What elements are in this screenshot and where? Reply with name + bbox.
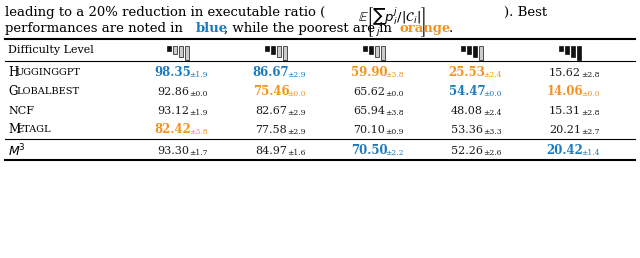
Text: 54.47: 54.47 xyxy=(449,85,485,98)
Text: 65.62: 65.62 xyxy=(353,87,385,97)
Text: 52.26: 52.26 xyxy=(451,146,483,156)
Text: 53.36: 53.36 xyxy=(451,125,483,135)
Text: ±1.6: ±1.6 xyxy=(287,149,305,157)
Bar xyxy=(577,46,581,60)
Bar xyxy=(265,46,269,51)
Bar xyxy=(179,46,183,57)
Text: ±3.3: ±3.3 xyxy=(483,128,502,136)
Bar xyxy=(167,46,171,51)
Text: ±2.6: ±2.6 xyxy=(483,149,502,157)
Text: 15.62: 15.62 xyxy=(549,68,581,78)
Text: 77.58: 77.58 xyxy=(255,125,287,135)
Text: ±3.8: ±3.8 xyxy=(189,128,207,136)
Text: ETAGL: ETAGL xyxy=(16,125,51,134)
Text: 82.42: 82.42 xyxy=(155,123,191,136)
Text: ±2.4: ±2.4 xyxy=(483,109,502,117)
Text: G: G xyxy=(8,85,17,98)
Bar xyxy=(369,46,373,54)
Text: ±1.4: ±1.4 xyxy=(581,149,600,157)
Text: ±2.8: ±2.8 xyxy=(581,71,600,79)
Text: ±1.9: ±1.9 xyxy=(189,109,207,117)
Bar xyxy=(479,46,483,60)
Text: ±0.0: ±0.0 xyxy=(483,90,502,98)
Text: ±0.0: ±0.0 xyxy=(385,90,403,98)
Bar xyxy=(565,46,569,54)
Text: M: M xyxy=(8,123,20,136)
Text: ±0.0: ±0.0 xyxy=(189,90,207,98)
Bar xyxy=(277,46,281,57)
Text: 70.10: 70.10 xyxy=(353,125,385,135)
Text: 20.21: 20.21 xyxy=(549,125,581,135)
Text: 65.94: 65.94 xyxy=(353,106,385,116)
Bar xyxy=(271,46,275,54)
Text: .: . xyxy=(449,22,453,35)
Text: blue: blue xyxy=(196,22,228,35)
Text: 93.12: 93.12 xyxy=(157,106,189,116)
Bar xyxy=(283,46,287,60)
Text: NCF: NCF xyxy=(8,106,34,116)
Bar xyxy=(375,46,379,57)
Text: ±2.8: ±2.8 xyxy=(581,109,600,117)
Bar xyxy=(559,46,563,51)
Text: 20.42: 20.42 xyxy=(547,144,584,157)
Bar xyxy=(571,46,575,57)
Text: 84.97: 84.97 xyxy=(255,146,287,156)
Text: leading to a 20% reduction in executable ratio (: leading to a 20% reduction in executable… xyxy=(5,6,325,19)
Text: ±2.4: ±2.4 xyxy=(483,71,502,79)
Text: 82.67: 82.67 xyxy=(255,106,287,116)
Text: ±2.9: ±2.9 xyxy=(287,128,305,136)
Text: ±0.0: ±0.0 xyxy=(581,90,600,98)
Text: 25.53: 25.53 xyxy=(449,66,485,79)
Text: ±2.9: ±2.9 xyxy=(287,109,305,117)
Text: ). Best: ). Best xyxy=(504,6,547,19)
Bar xyxy=(467,46,471,54)
Text: performances are noted in: performances are noted in xyxy=(5,22,187,35)
Text: $\boldsymbol{\mathit{M}}^3$: $\boldsymbol{\mathit{M}}^3$ xyxy=(8,142,26,159)
Bar xyxy=(461,46,465,51)
Text: ±2.7: ±2.7 xyxy=(581,128,600,136)
Text: 70.50: 70.50 xyxy=(351,144,387,157)
Text: 75.46: 75.46 xyxy=(253,85,289,98)
Text: 93.30: 93.30 xyxy=(157,146,189,156)
Text: ±2.9: ±2.9 xyxy=(287,71,305,79)
Text: 14.06: 14.06 xyxy=(547,85,583,98)
Bar xyxy=(473,46,477,57)
Text: ±3.8: ±3.8 xyxy=(385,71,404,79)
Text: 92.86: 92.86 xyxy=(157,87,189,97)
Bar xyxy=(173,46,177,54)
Text: 15.31: 15.31 xyxy=(549,106,581,116)
Text: 98.35: 98.35 xyxy=(155,66,191,79)
Bar xyxy=(185,46,189,60)
Bar xyxy=(363,46,367,51)
Text: H: H xyxy=(8,66,19,79)
Text: 59.90: 59.90 xyxy=(351,66,387,79)
Text: UGGINGGPT: UGGINGGPT xyxy=(16,68,81,77)
Text: orange: orange xyxy=(399,22,451,35)
Text: $\mathbb{E}\left[\sum_j p_i^j/|\mathcal{C}_i|\right]$: $\mathbb{E}\left[\sum_j p_i^j/|\mathcal{… xyxy=(358,5,426,39)
Text: ±2.2: ±2.2 xyxy=(385,149,403,157)
Bar xyxy=(381,46,385,60)
Text: ±1.7: ±1.7 xyxy=(189,149,207,157)
Text: ±0.9: ±0.9 xyxy=(385,128,403,136)
Text: ±0.0: ±0.0 xyxy=(287,90,305,98)
Text: Difficulty Level: Difficulty Level xyxy=(8,45,93,55)
Text: 48.08: 48.08 xyxy=(451,106,483,116)
Text: 86.67: 86.67 xyxy=(253,66,289,79)
Text: ±3.8: ±3.8 xyxy=(385,109,404,117)
Text: , while the poorest are in: , while the poorest are in xyxy=(224,22,396,35)
Text: LOBALBEST: LOBALBEST xyxy=(16,87,79,96)
Text: ±1.9: ±1.9 xyxy=(189,71,207,79)
